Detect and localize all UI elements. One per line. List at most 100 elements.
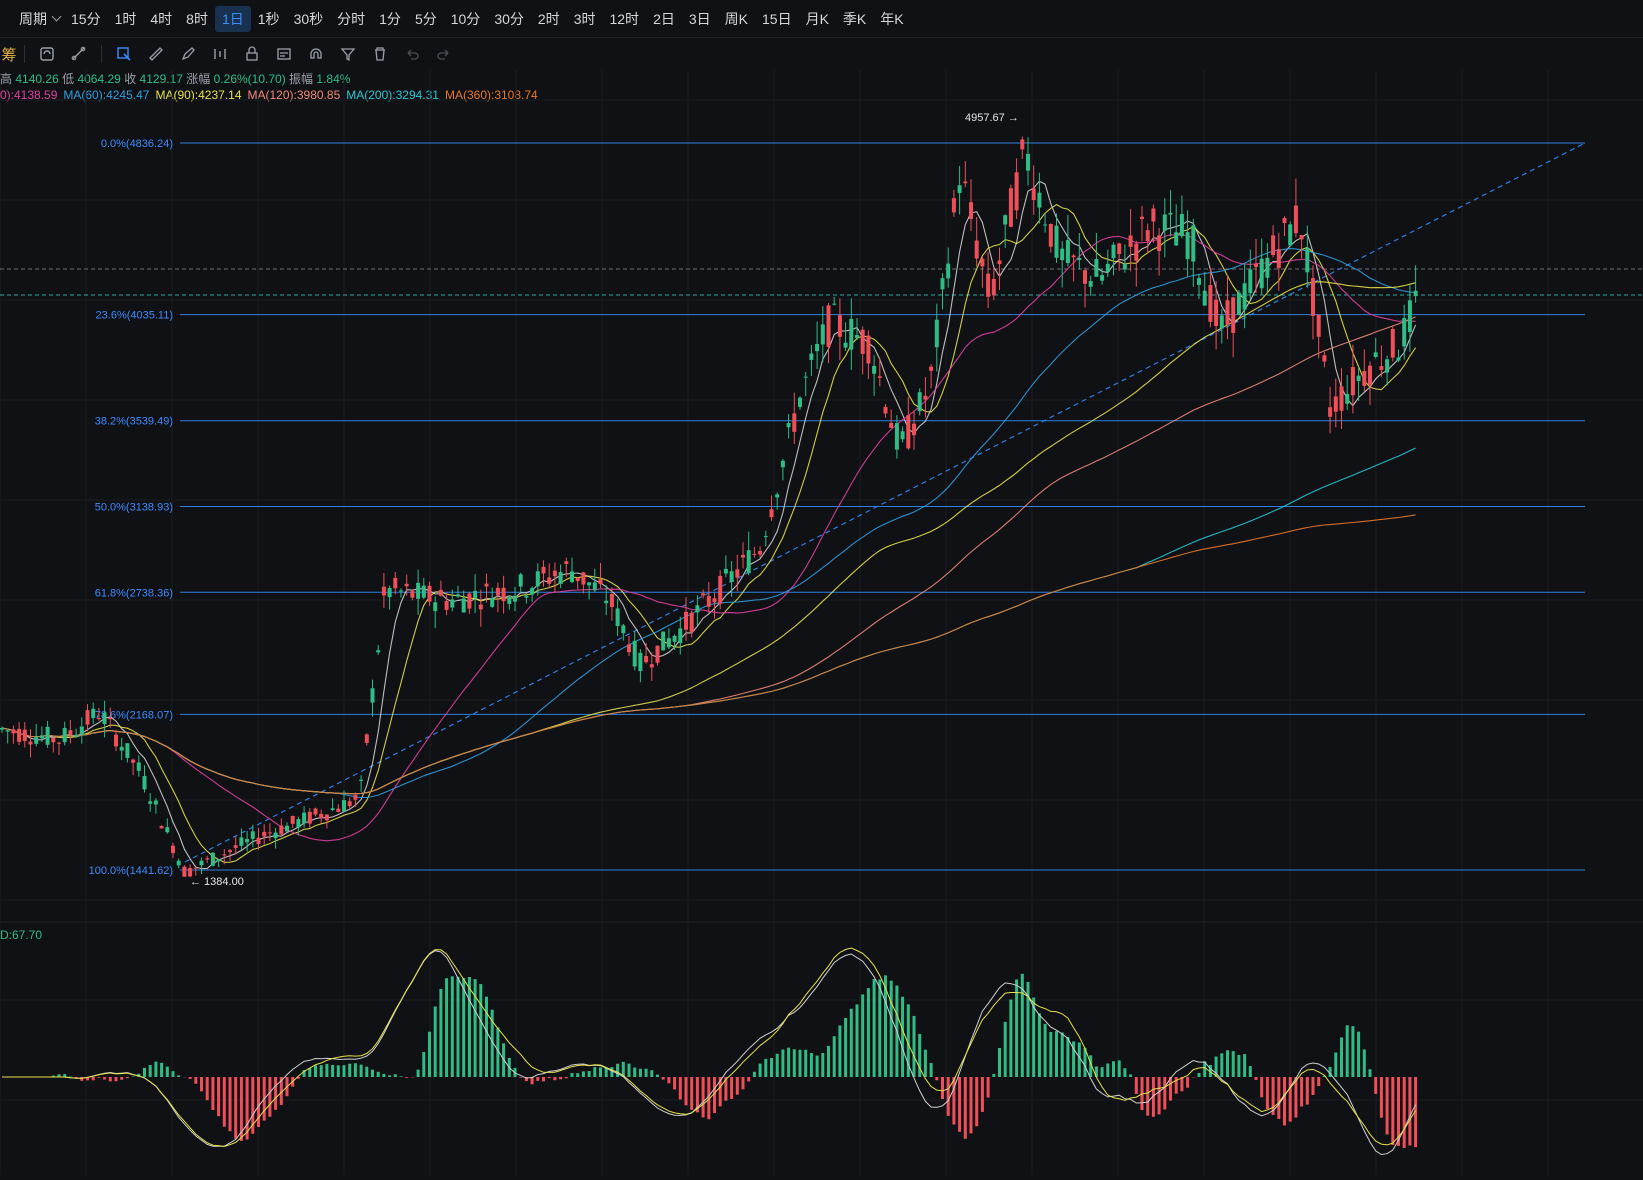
macd-bar [656,1074,659,1077]
candle-body [342,800,346,812]
candle-body [262,831,267,837]
macd-bar [388,1075,392,1077]
candle-body [541,566,546,574]
macd-dif-line [2,950,1417,1156]
filter-icon[interactable] [332,38,364,70]
macd-bar [137,1073,141,1077]
candle-body [438,589,443,596]
timeframe-13[interactable]: 3时 [573,10,596,27]
candle-body [1282,218,1287,223]
period-dropdown[interactable]: 周期 [0,6,64,32]
candle-body [1316,314,1321,337]
macd-bar [1414,1077,1418,1148]
macd-bar [57,1074,61,1077]
macd-bar [952,1077,956,1125]
redo-icon[interactable] [428,38,460,70]
macd-bar [473,979,477,1077]
candle-body [820,324,825,345]
candle-body [433,602,438,612]
macd-bar [792,1049,796,1077]
macd-bar [1180,1077,1184,1092]
macd-bar [308,1068,312,1077]
candle-body [843,342,848,348]
candle-body [1225,300,1230,325]
ruler-icon[interactable] [140,38,172,70]
candle-body [917,392,922,412]
timeframe-7[interactable]: 分时 [337,10,366,27]
trash-icon[interactable] [364,38,396,70]
undo-icon[interactable] [396,38,428,70]
macd-bar [433,1006,437,1077]
brush-icon[interactable] [172,38,204,70]
macd-bar [1226,1050,1229,1077]
timeframe-15[interactable]: 2日 [653,10,675,27]
candle-body [997,260,1002,265]
timeframe-12[interactable]: 2时 [537,10,560,27]
chip-label[interactable]: 筹 [1,46,17,64]
candle-body [974,240,979,259]
timeframe-2[interactable]: 4时 [150,10,173,27]
macd-bar [878,979,882,1077]
candle-body [364,734,369,743]
sync-icon[interactable] [31,38,63,70]
candle-body [695,605,700,613]
timeframe-4[interactable]: 1日 [214,5,251,32]
cursor-icon[interactable] [108,38,140,70]
timeframe-6[interactable]: 30秒 [293,10,324,27]
candle-body [222,854,227,856]
timeframe-21[interactable]: 年K [880,10,904,27]
indicator-icon[interactable] [204,38,236,70]
candle-body [1345,393,1350,404]
macd-bar [331,1065,335,1077]
timeframe-17[interactable]: 周K [724,10,748,27]
ohlc-info: 高 4140.26 低 4064.29 收 4129.17 涨幅 0.26%(1… [0,70,350,87]
timeframe-8[interactable]: 1分 [379,10,401,27]
macd-bar [695,1077,699,1113]
macd-bar [205,1077,209,1101]
timeframe-5[interactable]: 1秒 [257,10,280,27]
timeframe-16[interactable]: 3日 [688,10,711,27]
low-value: 4064.29 [77,72,121,86]
timeframe-19[interactable]: 月K [805,10,829,27]
macd-bar [542,1077,545,1082]
macd-bar [1408,1077,1412,1146]
macd-bar [1049,1032,1053,1077]
timeframe-3[interactable]: 8时 [186,10,208,27]
candle-body [307,811,312,824]
timeframe-11[interactable]: 30分 [494,10,524,27]
timeframe-10[interactable]: 10分 [450,10,481,27]
macd-bar [616,1063,620,1077]
macd-bar [485,996,488,1077]
macd-bar [650,1070,654,1077]
macd-bar [148,1064,152,1077]
macd-bar [895,985,899,1077]
candle-body [39,735,44,739]
macd-bar [1385,1077,1389,1135]
candle-body [769,509,774,518]
template-icon[interactable] [268,38,300,70]
timeframe-1[interactable]: 1时 [114,10,137,27]
candle-body [1219,315,1224,329]
candle-body [1140,216,1144,220]
timeframe-9[interactable]: 5分 [414,10,437,27]
lock-icon[interactable] [236,38,268,70]
candle-body [22,729,27,742]
timeframe-18[interactable]: 15日 [762,10,792,27]
candle-body [1276,249,1281,269]
candle-body [153,800,158,805]
timeframe-14[interactable]: 12时 [609,10,640,27]
magnet-icon[interactable] [300,38,332,70]
draw-clear-icon[interactable] [63,38,95,70]
macd-bar [114,1077,118,1082]
macd-bar [1357,1031,1361,1077]
candle-body [353,795,358,800]
timeframe-0[interactable]: 15分 [71,10,101,27]
macd-bar [906,1004,910,1077]
candle-body [1088,281,1093,287]
macd-bar [1374,1077,1378,1094]
candle-body [741,554,745,558]
timeframe-20[interactable]: 季K [842,10,867,27]
macd-bar [747,1077,751,1082]
candle-body [91,708,96,719]
